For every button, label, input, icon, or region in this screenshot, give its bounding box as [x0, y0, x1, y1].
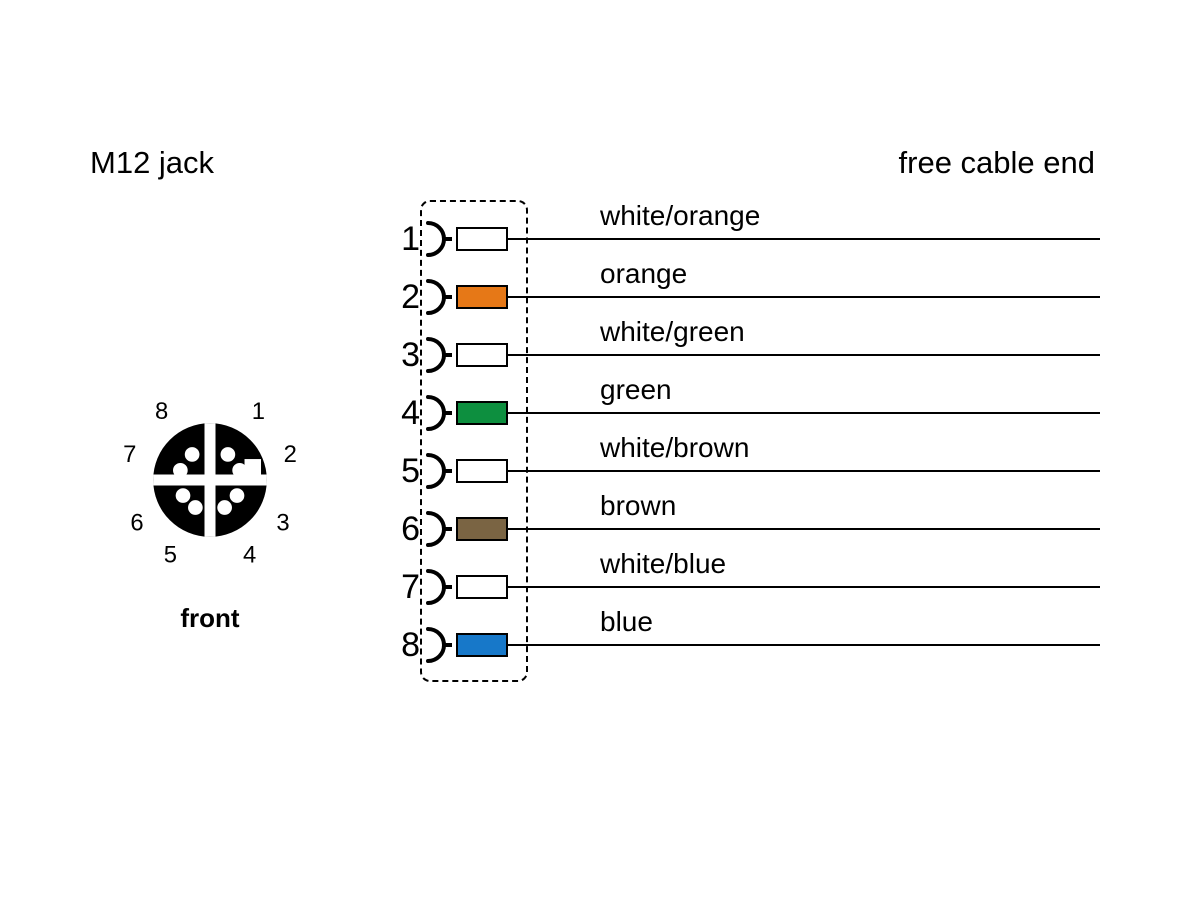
svg-text:2: 2 — [284, 441, 297, 468]
svg-text:4: 4 — [243, 542, 256, 569]
wire-line — [508, 644, 1100, 646]
wire-color-label: brown — [600, 490, 676, 522]
wire-line — [508, 470, 1100, 472]
pin-number: 5 — [380, 452, 422, 491]
wire-color-block — [456, 459, 508, 483]
pin-number: 2 — [380, 278, 422, 317]
front-label: front — [90, 603, 330, 634]
wire-color-block — [456, 575, 508, 599]
wire-color-label: white/blue — [600, 548, 726, 580]
crimp-icon — [422, 393, 452, 433]
title-right: free cable end — [899, 145, 1095, 181]
pin-number: 3 — [380, 336, 422, 375]
wire-color-label: blue — [600, 606, 653, 638]
pin-number: 8 — [380, 626, 422, 665]
svg-text:1: 1 — [252, 398, 265, 425]
wire-row: 8blue — [380, 616, 1100, 674]
wire-row: 6brown — [380, 500, 1100, 558]
crimp-icon — [422, 509, 452, 549]
crimp-icon — [422, 219, 452, 259]
wire-row: 7white/blue — [380, 558, 1100, 616]
crimp-icon — [422, 335, 452, 375]
wire-color-label: white/orange — [600, 200, 760, 232]
crimp-icon — [422, 567, 452, 607]
diagram-canvas: M12 jack free cable end 12345678 front 1… — [0, 0, 1200, 900]
wire-line — [508, 586, 1100, 588]
pin-number: 1 — [380, 220, 422, 259]
wire-color-block — [456, 285, 508, 309]
title-left: M12 jack — [90, 145, 214, 181]
connector-front-view: 12 34 56 78 front — [90, 370, 330, 634]
wire-color-block — [456, 401, 508, 425]
connector-svg: 12 34 56 78 — [90, 370, 330, 590]
wire-row: 5white/brown — [380, 442, 1100, 500]
svg-text:8: 8 — [155, 398, 168, 425]
svg-text:5: 5 — [164, 542, 177, 569]
wire-color-block — [456, 343, 508, 367]
wire-line — [508, 412, 1100, 414]
pin-number: 7 — [380, 568, 422, 607]
svg-text:7: 7 — [123, 441, 136, 468]
wire-line — [508, 296, 1100, 298]
wire-color-block — [456, 517, 508, 541]
wire-color-label: white/green — [600, 316, 745, 348]
pin-number: 4 — [380, 394, 422, 433]
wire-color-label: green — [600, 374, 672, 406]
svg-text:6: 6 — [130, 509, 143, 536]
wire-line — [508, 354, 1100, 356]
crimp-icon — [422, 625, 452, 665]
crimp-icon — [422, 277, 452, 317]
wire-row: 1white/orange — [380, 210, 1100, 268]
wire-line — [508, 528, 1100, 530]
wire-color-block — [456, 227, 508, 251]
wire-color-label: orange — [600, 258, 687, 290]
wire-area: 1white/orange2orange3white/green4green5w… — [380, 210, 1100, 674]
pin-number: 6 — [380, 510, 422, 549]
wire-color-block — [456, 633, 508, 657]
wire-line — [508, 238, 1100, 240]
svg-text:3: 3 — [276, 509, 289, 536]
wire-row: 3white/green — [380, 326, 1100, 384]
crimp-icon — [422, 451, 452, 491]
wire-color-label: white/brown — [600, 432, 749, 464]
